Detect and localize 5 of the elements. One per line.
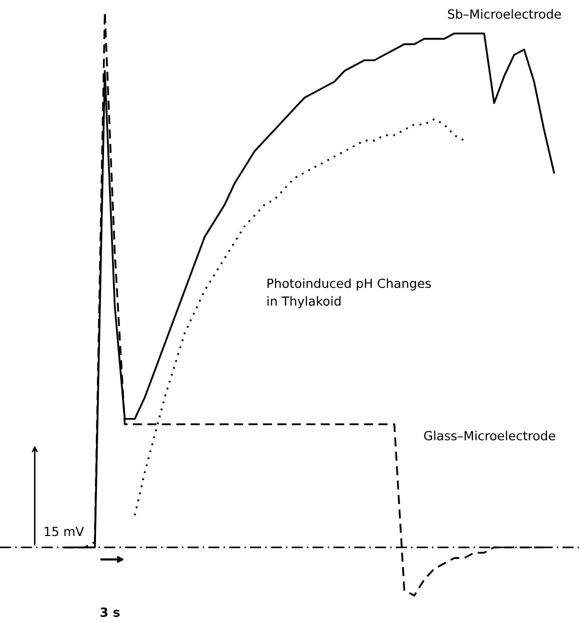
annotation: Sb–Microelectrode [448,9,561,19]
annotation: Glass–Microelectrode [424,430,556,440]
text: 3 s [100,608,120,617]
annotation: 15 mV [44,526,84,536]
annotation: Photoinduced pH Changes in Thylakoid [268,278,431,308]
